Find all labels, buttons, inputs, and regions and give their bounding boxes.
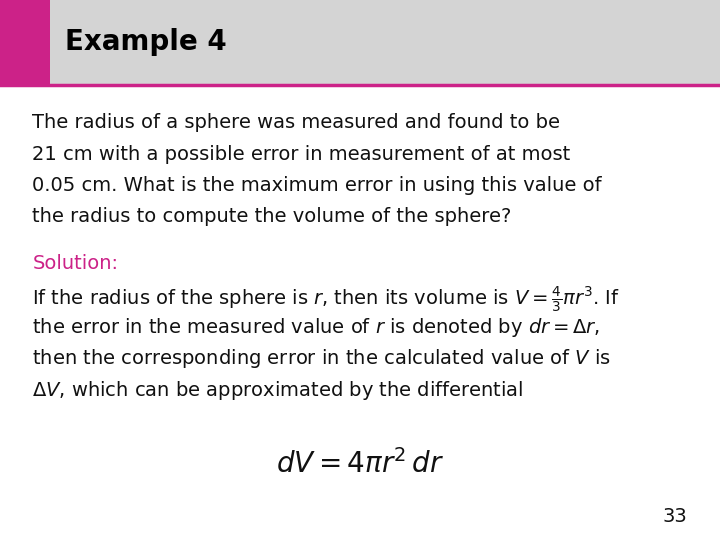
Text: Example 4: Example 4: [65, 28, 227, 56]
Text: 21 cm with a possible error in measurement of at most: 21 cm with a possible error in measureme…: [32, 145, 571, 164]
Text: the radius to compute the volume of the sphere?: the radius to compute the volume of the …: [32, 207, 512, 226]
Text: If the radius of the sphere is $r$, then its volume is $V = \frac{4}{3}\pi r^3$.: If the radius of the sphere is $r$, then…: [32, 285, 621, 315]
Text: $\Delta V$, which can be approximated by the differential: $\Delta V$, which can be approximated by…: [32, 379, 524, 402]
Text: The radius of a sphere was measured and found to be: The radius of a sphere was measured and …: [32, 113, 560, 132]
Text: 33: 33: [663, 508, 688, 526]
Text: $dV = 4\pi r^2\, dr$: $dV = 4\pi r^2\, dr$: [276, 449, 444, 480]
Text: 0.05 cm. What is the maximum error in using this value of: 0.05 cm. What is the maximum error in us…: [32, 176, 602, 195]
Text: the error in the measured value of $r$ is denoted by $dr = \Delta r$,: the error in the measured value of $r$ i…: [32, 316, 600, 339]
Text: then the corresponding error in the calculated value of $V$ is: then the corresponding error in the calc…: [32, 347, 611, 370]
Text: Solution:: Solution:: [32, 254, 118, 273]
